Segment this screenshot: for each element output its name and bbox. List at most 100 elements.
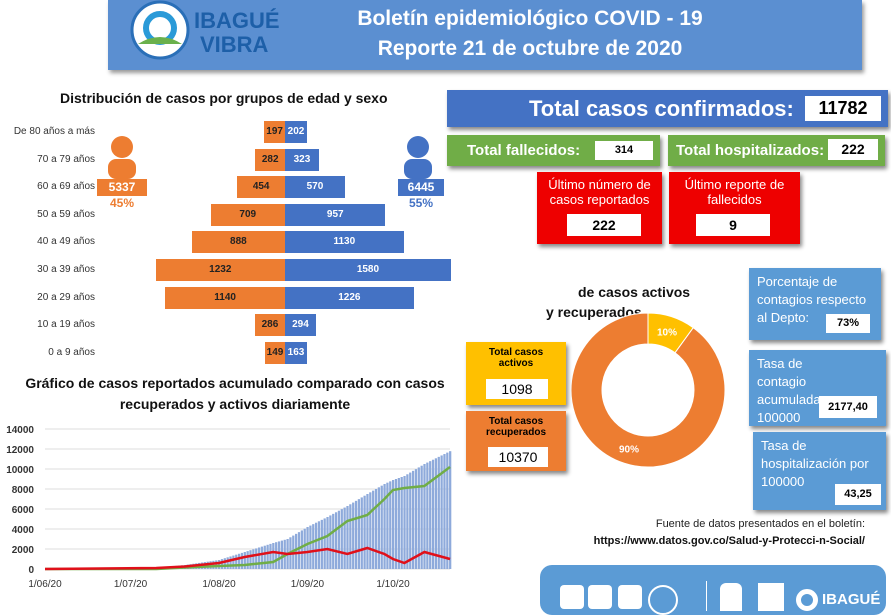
cumulative-bar xyxy=(232,556,234,569)
female-bar: 149 xyxy=(265,342,285,364)
cumulative-bar xyxy=(392,480,394,569)
hospitalization-rate-panel: Tasa de hospitalización por 100000 43,25 xyxy=(753,432,886,510)
coat-of-arms-icon xyxy=(720,583,742,611)
ibague-small-logo-icon xyxy=(796,589,818,611)
male-bar: 1580 xyxy=(285,259,451,281)
cumulative-bar xyxy=(241,553,243,569)
cumulative-bar xyxy=(304,529,306,569)
cumulative-bar xyxy=(338,511,340,569)
cumulative-bar xyxy=(352,503,354,569)
cumulative-bar xyxy=(321,520,323,569)
footer-brand: IBAGUÉ xyxy=(822,591,880,608)
deaths-label: Total fallecidos: xyxy=(467,142,580,159)
cumulative-bar xyxy=(318,521,320,569)
male-pct: 55% xyxy=(398,196,444,210)
cumulative-bar xyxy=(249,550,251,569)
male-bar: 1226 xyxy=(285,287,414,309)
source-link[interactable]: https://www.datos.gov.co/Salud-y-Protecc… xyxy=(594,535,865,547)
female-bar: 709 xyxy=(211,204,285,226)
female-bar: 197 xyxy=(264,121,285,143)
cumulative-bar xyxy=(432,460,434,569)
brand-line2: VIBRA xyxy=(200,32,268,58)
age-group-label: 30 a 39 años xyxy=(0,264,95,275)
active-label: Total casos activos xyxy=(466,347,566,369)
female-bar: 282 xyxy=(255,149,285,171)
cumulative-bar xyxy=(381,486,383,569)
cumulative-bar xyxy=(215,560,217,569)
female-bar: 454 xyxy=(237,176,285,198)
y-tick-label: 4000 xyxy=(12,525,35,536)
cumulative-bar xyxy=(369,492,371,569)
male-bar: 163 xyxy=(285,342,307,364)
female-icon xyxy=(104,133,140,179)
cumulative-bar xyxy=(332,514,334,569)
cumulative-bar xyxy=(358,499,360,569)
active-panel: Total casos activos 1098 xyxy=(466,342,566,405)
cumulative-bar xyxy=(401,477,403,569)
y-tick-label: 8000 xyxy=(12,485,35,496)
cumulative-bar xyxy=(224,558,226,569)
seal-logo-icon xyxy=(648,585,678,615)
age-group-label: 60 a 69 años xyxy=(0,181,95,192)
cumulative-bar xyxy=(335,512,337,569)
certification-logo-icon xyxy=(560,585,584,609)
hospitalized-label: Total hospitalizados: xyxy=(676,142,824,159)
y-tick-label: 0 xyxy=(28,565,34,576)
contagion-rate-value: 2177,40 xyxy=(819,396,877,418)
cumulative-bar xyxy=(344,508,346,569)
cumulative-bar xyxy=(324,518,326,569)
last-deaths-value: 9 xyxy=(696,214,770,236)
cumulative-bar xyxy=(218,560,220,569)
cumulative-bar xyxy=(395,479,397,569)
cumulative-bar xyxy=(341,509,343,569)
age-group-label: 40 a 49 años xyxy=(0,236,95,247)
certification-logo-icon xyxy=(588,585,612,609)
donut-title-1: de casos activos xyxy=(578,284,690,300)
x-tick-label: 1/09/20 xyxy=(291,579,325,590)
age-group-label: 50 a 59 años xyxy=(0,209,95,220)
hospitalized-value: 222 xyxy=(828,139,878,160)
cumulative-bar xyxy=(269,544,271,569)
cumulative-bar xyxy=(258,548,260,570)
cumulative-bar xyxy=(278,541,280,569)
cumulative-bar xyxy=(238,554,240,569)
female-bar: 1140 xyxy=(165,287,285,309)
last-deaths-panel: Último reporte de fallecidos 9 xyxy=(669,172,800,244)
cumulative-bar xyxy=(412,471,414,569)
cumulative-bar xyxy=(212,561,214,569)
male-bar: 570 xyxy=(285,176,345,198)
x-tick-label: 1/06/20 xyxy=(28,579,62,590)
cumulative-bar xyxy=(306,527,308,569)
cumulative-bar xyxy=(298,532,300,569)
deaths-value: 314 xyxy=(595,141,653,160)
recovered-value: 10370 xyxy=(488,447,548,467)
y-tick-label: 14000 xyxy=(6,425,34,436)
cumulative-bar xyxy=(229,556,231,569)
musical-logo-icon xyxy=(758,583,784,611)
cumulative-bar xyxy=(247,551,249,569)
contagion-pct-value: 73% xyxy=(826,314,870,333)
last-cases-value: 222 xyxy=(567,214,641,236)
cumulative-bar xyxy=(309,526,311,569)
donut-slice-label: 90% xyxy=(619,444,639,455)
cumulative-bar xyxy=(227,557,229,569)
deaths-panel: Total fallecidos: 314 xyxy=(447,135,660,166)
hospitalization-rate-value: 43,25 xyxy=(835,484,881,505)
hospitalized-panel: Total hospitalizados: 222 xyxy=(668,135,885,166)
y-tick-label: 12000 xyxy=(6,445,34,456)
cumulative-bar xyxy=(375,489,377,569)
cumulative-bar xyxy=(329,515,331,569)
male-icon xyxy=(400,133,436,179)
cumulative-bar xyxy=(281,541,283,569)
x-tick-label: 1/08/20 xyxy=(202,579,236,590)
male-total: 6445 xyxy=(398,179,444,196)
last-cases-panel: Último número de casos reportados 222 xyxy=(537,172,662,244)
cumulative-bar xyxy=(326,517,328,569)
cumulative-bar xyxy=(252,549,254,569)
age-group-label: 20 a 29 años xyxy=(0,292,95,303)
female-bar: 888 xyxy=(192,231,285,253)
cumulative-bar xyxy=(355,501,357,569)
last-cases-label: Último número de casos reportados xyxy=(540,177,659,207)
male-bar: 957 xyxy=(285,204,385,226)
cumulative-bar xyxy=(378,487,380,569)
